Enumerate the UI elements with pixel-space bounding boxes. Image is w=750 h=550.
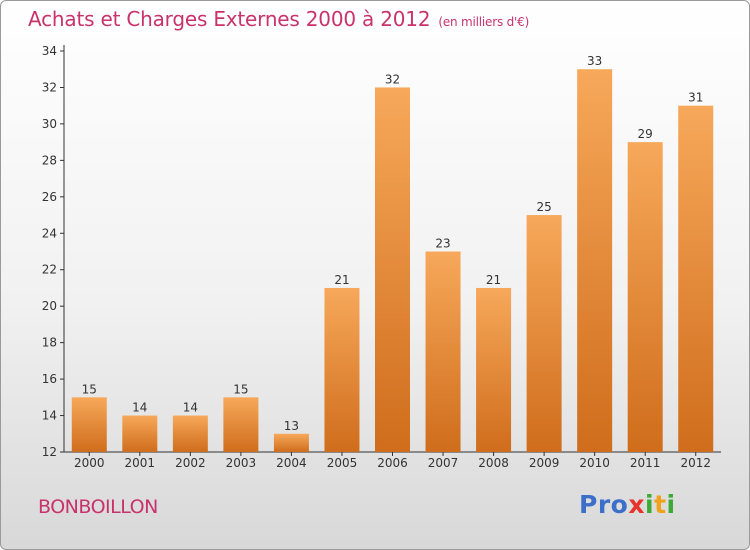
y-tick-label: 20 [42,299,57,313]
data-label: 33 [587,54,602,68]
logo-letter: r [597,490,611,519]
title-text: Achats et Charges Externes 2000 à 2012 [28,7,431,31]
y-tick-label: 16 [42,372,57,386]
logo-letter: i [645,490,655,519]
bar [476,287,512,452]
data-label: 15 [233,382,248,396]
logo-letter: o [610,490,629,519]
x-tick-label: 2009 [529,456,560,470]
data-label: 29 [638,127,653,141]
logo-letter: P [579,490,598,519]
bar [122,415,158,452]
x-tick-label: 2010 [579,456,610,470]
bar [273,433,309,452]
y-tick-label: 30 [42,117,57,131]
bar [172,415,208,452]
bar [223,397,259,452]
data-label: 14 [183,401,198,415]
data-label: 25 [536,200,551,214]
x-tick-label: 2001 [125,456,156,470]
x-tick-label: 2012 [680,456,711,470]
chart-title: Achats et Charges Externes 2000 à 2012 (e… [28,7,529,31]
y-tick-label: 32 [42,80,57,94]
bar [375,87,410,453]
x-tick-label: 2003 [226,456,257,470]
data-label: 21 [486,273,501,287]
data-label: 32 [385,72,400,86]
commune-name: BONBOILLON [38,496,158,518]
y-tick-label: 34 [42,44,57,58]
bar [678,105,714,452]
unit-label: (en milliers d'€) [438,15,530,29]
data-label: 14 [132,401,147,415]
data-label: 15 [82,382,97,396]
x-tick-label: 2007 [428,456,459,470]
y-tick-label: 18 [42,336,57,350]
y-tick-label: 14 [42,409,57,423]
x-tick-label: 2008 [478,456,509,470]
logo-letter: t [654,490,667,519]
x-tick-label: 2011 [630,456,661,470]
logo-letter: x [628,490,645,519]
bar [425,251,461,452]
y-tick-label: 24 [42,226,57,240]
y-tick-label: 26 [42,190,57,204]
y-tick-label: 12 [42,445,57,459]
bar [577,69,613,453]
logo-letter: i [666,490,676,519]
data-label: 13 [284,419,299,433]
proxiti-logo: Proxiti [579,490,676,519]
data-label: 31 [688,91,703,105]
bar [627,142,663,453]
x-tick-label: 2004 [276,456,307,470]
data-label: 23 [435,237,450,251]
x-tick-label: 2002 [175,456,206,470]
bar [526,215,562,452]
data-label: 21 [334,273,349,287]
y-tick-label: 22 [42,263,57,277]
bar [71,397,107,452]
bar [324,287,360,452]
x-tick-label: 2005 [327,456,358,470]
x-tick-label: 2000 [74,456,105,470]
x-tick-label: 2006 [377,456,408,470]
y-tick-label: 28 [42,153,57,167]
